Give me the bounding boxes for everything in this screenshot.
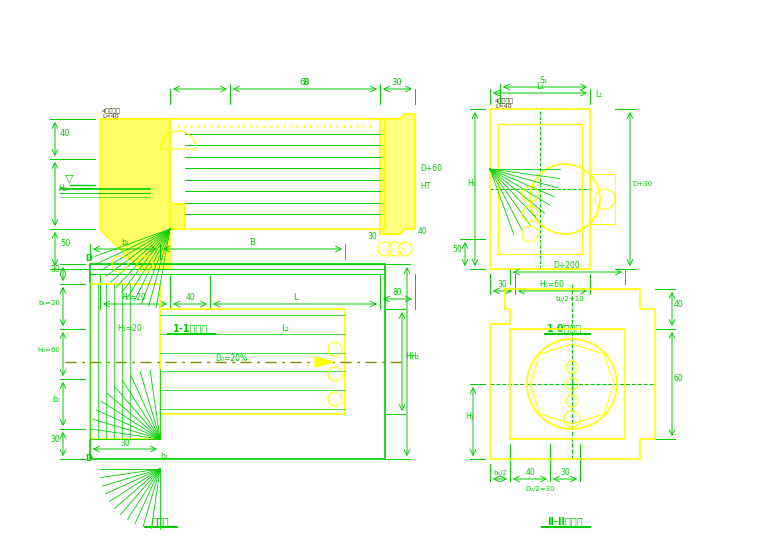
Bar: [160, 309, 345, 414]
Text: 40: 40: [185, 293, 195, 302]
Text: B: B: [302, 78, 308, 87]
Text: L: L: [293, 293, 297, 302]
Bar: [590, 174, 615, 224]
Text: b₀: b₀: [52, 395, 60, 404]
Bar: [90, 284, 160, 439]
Text: 4根构造筋: 4根构造筋: [102, 108, 121, 114]
Text: H₁: H₁: [467, 179, 476, 188]
Bar: [490, 109, 590, 269]
Bar: [170, 119, 385, 229]
Text: 30: 30: [50, 265, 60, 274]
Text: b₀/2: b₀/2: [493, 470, 507, 476]
Text: 80: 80: [392, 288, 402, 297]
Text: 40: 40: [525, 468, 535, 477]
Text: 1-1剖视图: 1-1剖视图: [173, 323, 207, 333]
Text: b₂: b₂: [160, 452, 168, 461]
Text: ▽: ▽: [65, 173, 74, 183]
Text: 30: 30: [497, 280, 507, 289]
Text: D₀=20%: D₀=20%: [215, 354, 247, 363]
Text: 4根构造筋: 4根构造筋: [495, 98, 514, 104]
Polygon shape: [100, 119, 185, 269]
Text: 40: 40: [60, 129, 71, 138]
Text: D+60: D+60: [420, 164, 442, 173]
Text: H₀=20: H₀=20: [122, 293, 147, 302]
Text: 60: 60: [674, 374, 684, 383]
Text: D₀/2=30: D₀/2=30: [525, 486, 555, 492]
Text: H₂: H₂: [58, 184, 67, 193]
Text: D+200: D+200: [553, 261, 581, 270]
Bar: [510, 329, 625, 439]
Text: b₀/2+10: b₀/2+10: [556, 296, 584, 302]
Text: 30: 30: [367, 232, 377, 241]
Text: H₁=20: H₁=20: [118, 324, 142, 333]
Text: D+30: D+30: [632, 181, 652, 187]
Text: D: D: [85, 454, 92, 463]
Text: 50: 50: [60, 239, 71, 248]
Text: D: D: [85, 254, 92, 263]
Text: L=40: L=40: [102, 114, 119, 119]
Text: H₁: H₁: [465, 412, 474, 421]
Text: H₀=60: H₀=60: [37, 347, 60, 353]
Text: b₁: b₁: [121, 238, 129, 247]
Text: 30: 30: [391, 78, 402, 87]
Text: 40: 40: [418, 227, 428, 236]
Bar: [90, 264, 385, 459]
Text: L₁: L₁: [536, 82, 544, 91]
Text: L₁: L₁: [595, 90, 602, 99]
Text: 平面图: 平面图: [151, 516, 169, 526]
Text: S₁: S₁: [539, 76, 547, 85]
Text: 30: 30: [560, 468, 570, 477]
Text: B: B: [249, 238, 255, 247]
Text: H₀=60: H₀=60: [540, 280, 565, 289]
Text: 1-0剖视图: 1-0剖视图: [547, 323, 583, 333]
Bar: [498, 124, 582, 254]
Text: 30: 30: [50, 435, 60, 444]
Text: 50: 50: [452, 245, 462, 254]
Polygon shape: [380, 114, 415, 234]
Text: II-II剖视图: II-II剖视图: [547, 516, 583, 526]
Text: H₁: H₁: [405, 352, 413, 361]
Text: H₂: H₂: [410, 352, 419, 361]
Text: L=40: L=40: [495, 104, 511, 109]
Text: L₂: L₂: [281, 324, 289, 333]
Text: 40: 40: [674, 300, 684, 309]
Text: 60: 60: [299, 78, 310, 87]
Text: HT: HT: [420, 182, 430, 191]
Polygon shape: [315, 357, 333, 367]
Text: 30: 30: [120, 439, 130, 448]
Text: b₁=20: b₁=20: [38, 300, 60, 306]
